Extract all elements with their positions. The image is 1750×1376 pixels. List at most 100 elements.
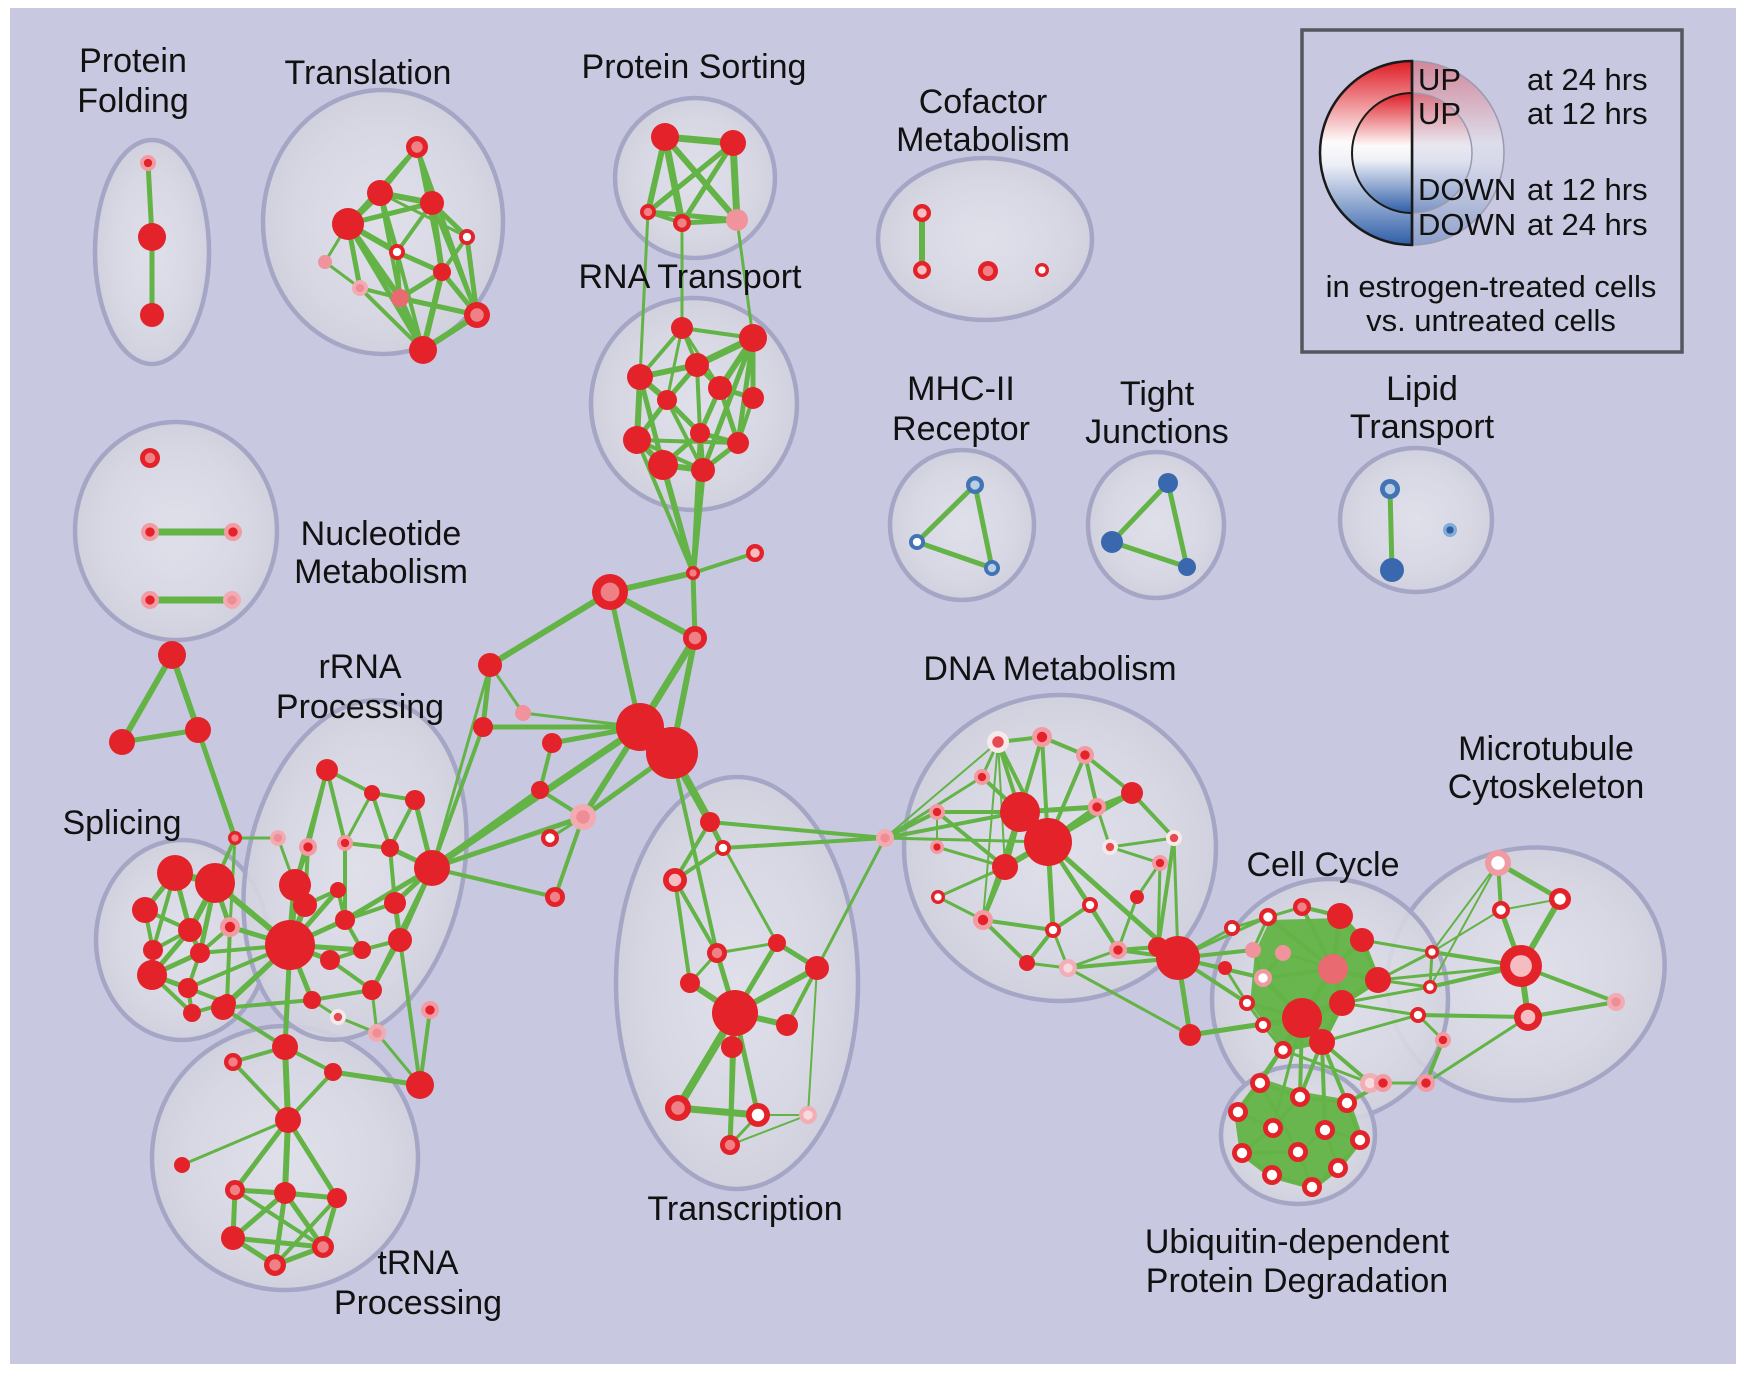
edge: [660, 462, 696, 576]
node-nm5: [223, 591, 241, 609]
node-cc11: [1275, 945, 1291, 961]
node-hs3: [570, 804, 596, 830]
edge: [807, 967, 818, 1116]
edge: [638, 210, 650, 379]
node-tn5: [174, 1157, 190, 1173]
node-rrG: [414, 850, 450, 886]
edge: [553, 815, 585, 899]
edge: [1424, 1015, 1530, 1085]
node-g1: [1156, 936, 1200, 980]
node-rt4: [627, 364, 653, 390]
edge: [464, 234, 480, 318]
edge: [1156, 861, 1162, 949]
edge: [815, 836, 887, 970]
edge: [1320, 1040, 1327, 1132]
node-rr18: [303, 991, 321, 1009]
node-hs4: [541, 829, 559, 847]
node-rt6: [708, 376, 732, 400]
node-tn3: [324, 1063, 342, 1081]
node-dm3: [1076, 746, 1094, 764]
node-cc15: [1274, 1041, 1292, 1059]
node-rt12: [691, 458, 715, 482]
node-t3: [420, 191, 444, 215]
node-rr4: [270, 830, 286, 846]
cluster-tight-junctions: [1085, 449, 1227, 601]
edge: [691, 431, 702, 575]
node-tg3: [185, 717, 211, 743]
edge: [645, 140, 736, 215]
edge: [935, 810, 1007, 869]
node-cc7: [1282, 998, 1322, 1038]
edge: [1281, 1048, 1372, 1085]
node-rt9: [623, 426, 651, 454]
node-dm14: [973, 910, 993, 930]
legend-caption: vs. untreated cells: [1366, 303, 1616, 338]
node-cf3: [978, 261, 998, 281]
edge: [670, 751, 719, 955]
node-cc19: [1417, 1074, 1435, 1092]
label-translation: Translation: [285, 54, 452, 92]
node-rr6: [337, 835, 353, 851]
node-t11: [409, 336, 437, 364]
label-tight-junctions: Tight: [1120, 375, 1195, 413]
node-ub9: [1288, 1142, 1308, 1162]
node-rrH: [406, 1071, 434, 1099]
node-rt5: [657, 390, 677, 410]
edge: [1320, 1013, 1420, 1044]
legend-time: at 24 hrs: [1527, 62, 1648, 97]
node-dm5: [929, 804, 945, 820]
edge: [1109, 539, 1190, 570]
node-dm8: [1024, 818, 1072, 866]
edge: [1387, 486, 1395, 573]
node-rr5: [299, 838, 317, 856]
node-dm16: [1045, 922, 1061, 938]
label-protein-folding: Folding: [77, 82, 189, 120]
edge: [728, 1045, 734, 1147]
edge: [674, 1104, 762, 1119]
node-bn1: [876, 829, 894, 847]
node-rr22: [368, 1024, 386, 1042]
label-cofactor-metabolism: Cofactor: [919, 83, 1048, 121]
node-g2: [1179, 1024, 1201, 1046]
edge: [883, 836, 1050, 844]
node-rr14: [388, 928, 412, 952]
node-ps1: [651, 123, 679, 151]
node-rt1: [671, 317, 693, 339]
edge: [914, 539, 995, 571]
label-trna-processing: Processing: [334, 1284, 502, 1322]
label-dna-metabolism: DNA Metabolism: [923, 650, 1176, 688]
node-ps3: [640, 204, 656, 220]
edge: [679, 140, 736, 226]
node-t8: [352, 280, 368, 296]
node-rrC: [265, 920, 315, 970]
edge: [981, 918, 1055, 932]
node-mt4: [1500, 945, 1542, 987]
edge: [884, 741, 999, 839]
legend-time: at 24 hrs: [1527, 207, 1648, 242]
node-tc6: [768, 934, 786, 952]
node-rr24: [330, 1009, 346, 1025]
edge: [1116, 895, 1139, 952]
label-mhc-ii-receptor: Receptor: [892, 410, 1030, 448]
edge: [230, 1235, 326, 1250]
edge: [1165, 480, 1190, 570]
node-ub6: [1315, 1120, 1335, 1140]
node-tc3: [663, 868, 687, 892]
node-rr9: [330, 882, 346, 898]
node-rr10: [384, 892, 406, 914]
node-cf1: [913, 204, 931, 222]
edge: [1108, 845, 1162, 865]
edge: [662, 134, 740, 223]
node-sp8: [137, 960, 167, 990]
edge: [914, 482, 978, 545]
node-t6: [389, 244, 405, 260]
node-mh1: [966, 476, 984, 494]
node-t2: [367, 180, 393, 206]
legend-direction: UP: [1418, 96, 1461, 131]
node-cf4: [1035, 263, 1049, 277]
node-t9: [391, 289, 409, 307]
node-tn6: [225, 1180, 245, 1200]
node-ub13: [1374, 1074, 1392, 1092]
node-sp10: [183, 1004, 201, 1022]
